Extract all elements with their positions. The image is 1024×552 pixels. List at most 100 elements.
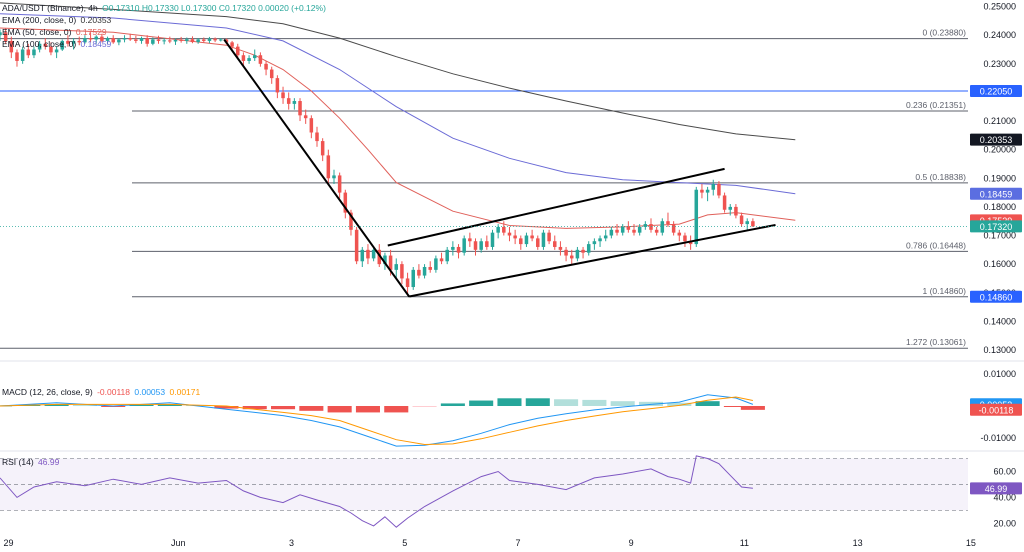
candle-body bbox=[722, 195, 727, 210]
candle-body bbox=[383, 255, 387, 265]
candle-body bbox=[422, 266, 427, 276]
candle-body bbox=[728, 206, 733, 210]
macd-legend: MACD (12, 26, close, 9) -0.00118 0.00053… bbox=[2, 387, 200, 398]
price-tag-label: 0.17320 bbox=[980, 222, 1013, 232]
macd-tag-label: -0.00118 bbox=[979, 405, 1014, 415]
macd-histogram-bar bbox=[723, 406, 748, 407]
candle-body bbox=[224, 39, 229, 43]
price-axis-tick: 0.25000 bbox=[983, 2, 1016, 12]
macd-histogram-bar bbox=[440, 403, 465, 406]
candle-body bbox=[190, 39, 195, 43]
candle-body bbox=[377, 249, 382, 265]
macd-histogram-bar bbox=[469, 400, 494, 406]
candle-body bbox=[609, 229, 614, 236]
candle-body bbox=[666, 221, 670, 225]
candle-body bbox=[524, 235, 529, 245]
price-axis-tick: 0.24000 bbox=[983, 30, 1016, 40]
candle-body bbox=[360, 249, 365, 262]
candle-body bbox=[513, 235, 517, 239]
candle-body bbox=[564, 249, 568, 256]
rsi-tag-box bbox=[970, 482, 1022, 495]
macd-signal-value: 0.00171 bbox=[169, 387, 201, 397]
ema100-value: 0.18459 bbox=[80, 39, 112, 49]
macd-histogram-bar bbox=[554, 399, 579, 406]
candle-body bbox=[173, 39, 178, 42]
candle-body bbox=[309, 118, 314, 133]
candle-body bbox=[366, 249, 370, 259]
candle-body bbox=[400, 264, 404, 279]
candle-body bbox=[202, 39, 206, 41]
ema50-line bbox=[0, 27, 796, 229]
price-tag-box bbox=[970, 85, 1022, 98]
price-axis-tick: 0.16000 bbox=[983, 259, 1016, 269]
candle-body bbox=[739, 215, 744, 225]
candle-body bbox=[660, 221, 665, 233]
time-axis-tick: 7 bbox=[515, 538, 520, 548]
price-axis-tick: 0.20000 bbox=[983, 145, 1016, 155]
time-axis-tick: Jun bbox=[171, 538, 186, 548]
macd-histogram-bar bbox=[242, 406, 267, 410]
candle-body bbox=[519, 238, 523, 245]
candle-body bbox=[269, 69, 274, 79]
candle-body bbox=[485, 241, 489, 247]
candle-body bbox=[94, 36, 98, 40]
candle-body bbox=[354, 229, 359, 262]
candle-body bbox=[490, 232, 495, 247]
candle-body bbox=[337, 175, 342, 193]
candle-body bbox=[479, 241, 483, 250]
candle-body bbox=[43, 43, 48, 47]
candle-body bbox=[536, 238, 540, 247]
fib-level-label: 1 (0.14860) bbox=[923, 286, 967, 296]
ohlc-values: O0.17310 H0.17330 L0.17300 C0.17320 0.00… bbox=[102, 3, 326, 13]
time-axis-tick: 11 bbox=[740, 538, 749, 548]
candle-body bbox=[179, 39, 183, 41]
candle-body bbox=[388, 255, 393, 270]
macd-hist-value: -0.00118 bbox=[97, 387, 131, 397]
candle-body bbox=[303, 115, 308, 119]
macd-line bbox=[0, 394, 754, 447]
price-tag-label: 0.18459 bbox=[980, 189, 1013, 199]
macd-histogram-bar bbox=[497, 398, 522, 406]
channel-lower-line bbox=[409, 223, 776, 298]
candle-body bbox=[637, 226, 642, 233]
candle-body bbox=[394, 264, 399, 270]
price-tag-box bbox=[970, 220, 1022, 233]
time-axis-tick: 15 bbox=[966, 538, 976, 548]
candle-body bbox=[3, 32, 8, 41]
candle-body bbox=[496, 226, 500, 233]
candle-body bbox=[620, 226, 625, 233]
ema100-label: EMA (100, close, 0) bbox=[2, 39, 77, 49]
ema200-legend: EMA (200, close, 0) 0.20353 bbox=[2, 15, 111, 26]
candle-body bbox=[473, 241, 478, 250]
candle-body bbox=[20, 49, 25, 61]
candle-body bbox=[456, 246, 461, 253]
ema100-line bbox=[0, 13, 796, 195]
candle-body bbox=[371, 249, 376, 259]
candle-body bbox=[49, 46, 53, 53]
candle-body bbox=[671, 224, 676, 233]
candle-body bbox=[705, 189, 710, 193]
candle-body bbox=[717, 184, 721, 196]
candle-body bbox=[434, 258, 438, 270]
price-axis-tick: 0.14000 bbox=[983, 316, 1016, 326]
candle-body bbox=[134, 39, 138, 41]
rsi-axis-tick: 60.00 bbox=[993, 466, 1016, 476]
fib-level-label: 0.5 (0.18838) bbox=[915, 172, 966, 182]
candle-body bbox=[0, 32, 2, 36]
candle-body bbox=[603, 235, 608, 239]
price-tag-label: 0.22050 bbox=[980, 87, 1013, 97]
candle-body bbox=[66, 40, 70, 44]
candle-body bbox=[745, 221, 749, 225]
candle-body bbox=[320, 141, 325, 156]
rsi-axis-tick: 40.00 bbox=[993, 492, 1016, 502]
macd-histogram-bar bbox=[355, 406, 380, 413]
price-axis-tick: 0.21000 bbox=[983, 116, 1016, 126]
candle-body bbox=[405, 278, 410, 288]
candle-body bbox=[151, 39, 155, 44]
ema200-label: EMA (200, close, 0) bbox=[2, 15, 77, 25]
time-axis-tick: 29 bbox=[3, 538, 13, 548]
time-axis-tick: 3 bbox=[289, 538, 294, 548]
candle-body bbox=[185, 39, 189, 41]
candle-body bbox=[60, 40, 65, 50]
